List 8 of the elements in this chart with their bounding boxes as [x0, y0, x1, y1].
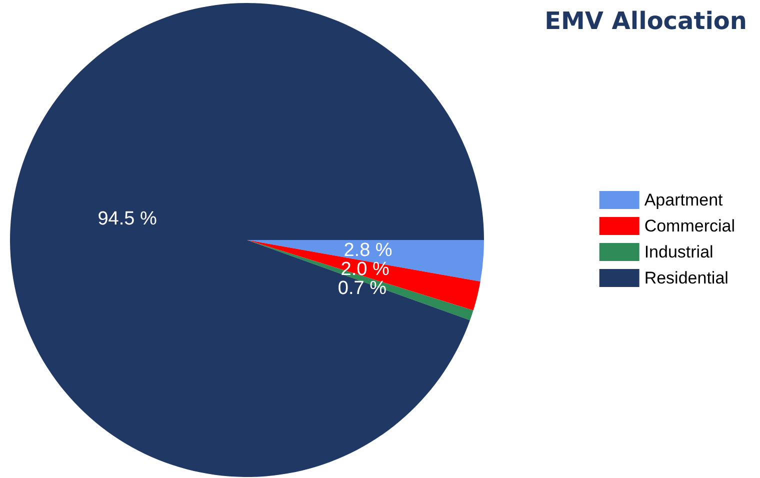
legend-label: Industrial	[644, 242, 714, 262]
legend-label: Residential	[644, 268, 728, 288]
legend-label: Apartment	[644, 190, 724, 210]
data-label: 94.5 %	[98, 208, 157, 230]
data-label: 2.8 %	[344, 240, 392, 262]
chart-title: EMV Allocation	[544, 7, 748, 35]
legend-label: Commercial	[644, 216, 736, 236]
data-label: 0.7 %	[338, 278, 387, 300]
